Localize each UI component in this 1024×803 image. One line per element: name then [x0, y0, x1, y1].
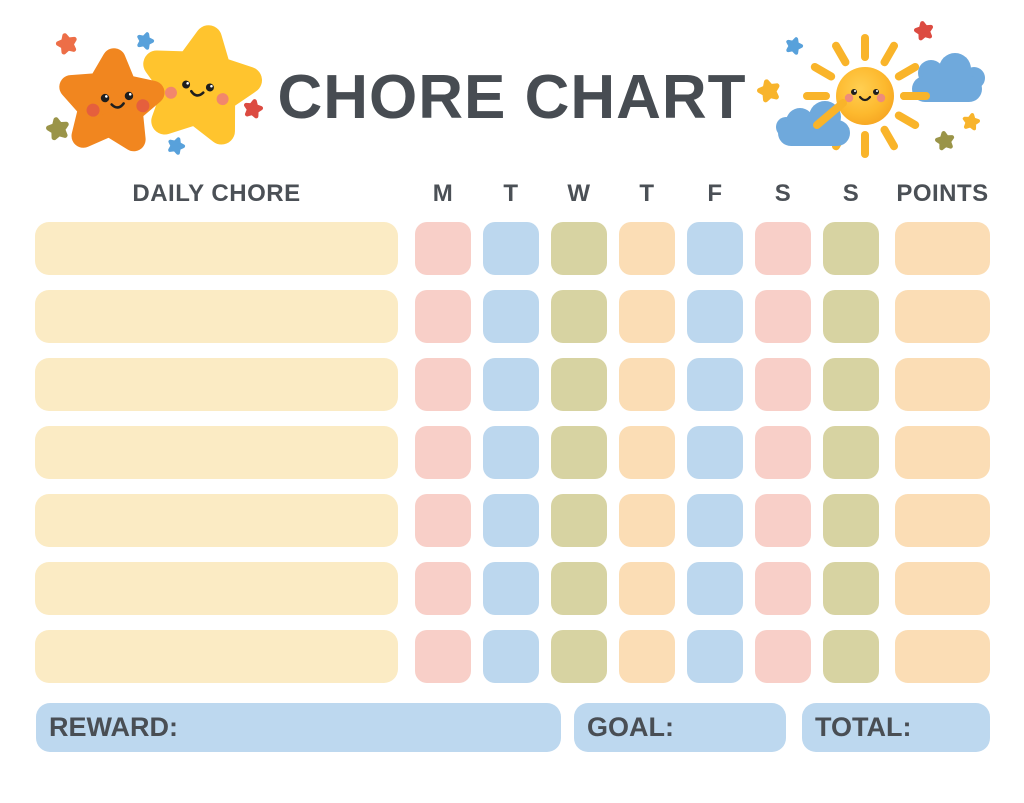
day-cell[interactable] [823, 494, 879, 547]
chore-name-cell[interactable] [35, 562, 398, 615]
goal-field[interactable]: GOAL: [574, 703, 786, 752]
points-cell[interactable] [895, 290, 990, 343]
day-cell[interactable] [551, 562, 607, 615]
sun-face [844, 89, 886, 103]
day-cell[interactable] [551, 426, 607, 479]
day-cell[interactable] [755, 562, 811, 615]
total-field[interactable]: TOTAL: [802, 703, 990, 752]
day-cell[interactable] [551, 290, 607, 343]
day-cell[interactable] [619, 562, 675, 615]
page-title: CHORE CHART [277, 63, 747, 132]
day-cell[interactable] [483, 358, 539, 411]
day-cell[interactable] [483, 222, 539, 275]
day-cell[interactable] [483, 494, 539, 547]
day-cell[interactable] [619, 222, 675, 275]
day-cell[interactable] [755, 426, 811, 479]
day-header: T [503, 180, 519, 207]
day-cell[interactable] [687, 358, 743, 411]
day-cell[interactable] [619, 426, 675, 479]
points-cell[interactable] [895, 222, 990, 275]
day-header: M [432, 180, 454, 207]
day-cell[interactable] [687, 290, 743, 343]
day-cell[interactable] [687, 426, 743, 479]
day-cell[interactable] [823, 562, 879, 615]
day-cell[interactable] [755, 290, 811, 343]
day-cell[interactable] [823, 358, 879, 411]
daily-chore-header: DAILY CHORE [132, 180, 301, 207]
day-cell[interactable] [755, 494, 811, 547]
day-header: F [707, 180, 723, 207]
day-cell[interactable] [619, 290, 675, 343]
day-cell[interactable] [755, 358, 811, 411]
day-header: S [774, 180, 792, 207]
small-olive-star-icon [936, 132, 953, 149]
day-cell[interactable] [415, 222, 471, 275]
points-cell[interactable] [895, 630, 990, 683]
stars-illustration-icon [40, 16, 270, 156]
chore-name-cell[interactable] [35, 494, 398, 547]
day-cell[interactable] [619, 630, 675, 683]
day-cell[interactable] [415, 562, 471, 615]
day-cell[interactable] [687, 630, 743, 683]
sun-rays-overlay [813, 92, 930, 129]
small-red-star-icon [57, 33, 77, 52]
small-red-star-icon [915, 22, 933, 39]
day-cell[interactable] [551, 222, 607, 275]
day-cell[interactable] [483, 290, 539, 343]
points-cell[interactable] [895, 358, 990, 411]
small-blue-star-icon [165, 135, 187, 156]
day-cell[interactable] [619, 358, 675, 411]
cloud-right-icon [912, 53, 985, 102]
reward-label: REWARD: [49, 712, 178, 742]
day-cell[interactable] [415, 630, 471, 683]
day-cell[interactable] [483, 630, 539, 683]
day-header: S [842, 180, 860, 207]
points-cell[interactable] [895, 562, 990, 615]
reward-field[interactable]: REWARD: [36, 703, 561, 752]
total-label: TOTAL: [815, 712, 912, 742]
small-yellow-star-icon [961, 111, 981, 131]
day-cell[interactable] [551, 358, 607, 411]
day-cell[interactable] [415, 290, 471, 343]
day-cell[interactable] [755, 630, 811, 683]
day-cell[interactable] [551, 494, 607, 547]
day-cell[interactable] [551, 630, 607, 683]
chore-name-cell[interactable] [35, 222, 398, 275]
day-cell[interactable] [687, 222, 743, 275]
day-cell[interactable] [415, 426, 471, 479]
day-cell[interactable] [415, 358, 471, 411]
yellow-star-face [164, 80, 229, 106]
day-cell[interactable] [755, 222, 811, 275]
day-cell[interactable] [687, 562, 743, 615]
chore-name-cell[interactable] [35, 290, 398, 343]
points-header: POINTS [896, 180, 989, 207]
day-cell[interactable] [823, 630, 879, 683]
day-cell[interactable] [483, 426, 539, 479]
day-cell[interactable] [687, 494, 743, 547]
day-cell[interactable] [415, 494, 471, 547]
day-cell[interactable] [823, 222, 879, 275]
small-blue-star-icon [783, 35, 805, 56]
day-cell[interactable] [823, 426, 879, 479]
small-yellow-star-icon [758, 80, 780, 101]
goal-label: GOAL: [587, 712, 674, 742]
chore-name-cell[interactable] [35, 426, 398, 479]
day-cell[interactable] [823, 290, 879, 343]
chore-name-cell[interactable] [35, 358, 398, 411]
small-blue-star-icon [134, 30, 156, 51]
day-cell[interactable] [483, 562, 539, 615]
day-header: W [567, 180, 591, 207]
sun-icon [836, 67, 894, 125]
sun-and-clouds-illustration-icon [750, 12, 985, 158]
chore-name-cell[interactable] [35, 630, 398, 683]
points-cell[interactable] [895, 426, 990, 479]
day-cell[interactable] [619, 494, 675, 547]
points-cell[interactable] [895, 494, 990, 547]
day-header: T [639, 180, 655, 207]
orange-star-face [86, 91, 150, 117]
